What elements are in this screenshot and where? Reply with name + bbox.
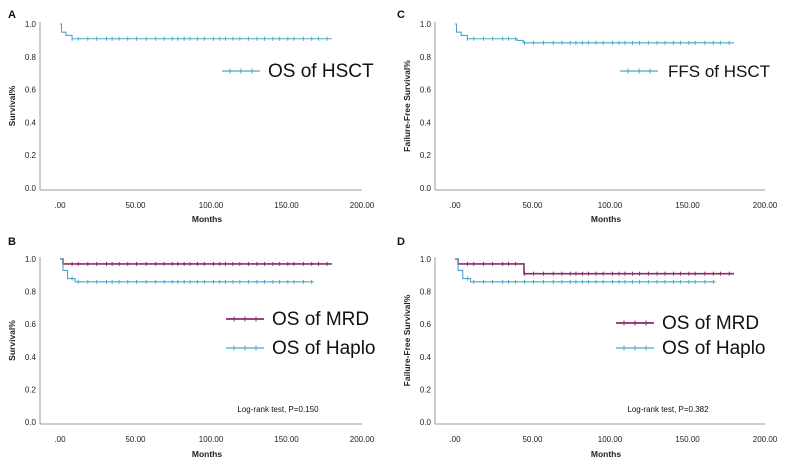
x-axis-title: Months <box>192 449 222 459</box>
x-tick-label: 200.00 <box>753 201 778 210</box>
x-tick-label: 100.00 <box>199 435 224 444</box>
legend-item: OS of HSCT <box>222 61 374 82</box>
x-tick-label: 100.00 <box>199 201 224 210</box>
y-axis-title: Failure-Free Survival% <box>402 294 412 386</box>
x-tick-label: 200.00 <box>350 201 375 210</box>
y-tick-label: 0.8 <box>420 288 432 297</box>
series-line-os-of-mrd <box>60 258 332 265</box>
y-tick-label: 0.8 <box>25 288 37 297</box>
y-tick-label: 0.6 <box>25 86 37 95</box>
y-tick-label: 0.4 <box>25 353 37 362</box>
legend-label: OS of Haplo <box>662 338 766 359</box>
legend-label: OS of MRD <box>272 309 369 330</box>
x-tick-label: 150.00 <box>675 435 700 444</box>
x-tick-label: 100.00 <box>598 201 623 210</box>
x-tick-label: 200.00 <box>753 435 778 444</box>
y-axis-title: Survival% <box>7 320 17 361</box>
y-tick-label: 1.0 <box>420 255 432 264</box>
y-tick-label: 1.0 <box>25 255 37 264</box>
x-tick-label: 150.00 <box>274 201 299 210</box>
legend-item: OS of Haplo <box>226 338 376 359</box>
y-tick-label: 0.0 <box>25 418 37 427</box>
y-tick-label: 1.0 <box>25 20 37 29</box>
y-tick-label: 0.6 <box>25 320 37 329</box>
legend-label: FFS of HSCT <box>668 62 770 81</box>
x-tick-label: 150.00 <box>274 435 299 444</box>
series-line-os-of-hsct <box>60 23 332 40</box>
y-tick-label: 0.4 <box>420 353 432 362</box>
x-tick-label: 200.00 <box>350 435 375 444</box>
series-line-os-of-mrd <box>455 258 734 275</box>
x-axis-title: Months <box>591 449 621 459</box>
x-tick-label: .00 <box>449 201 461 210</box>
x-tick-label: .00 <box>54 201 66 210</box>
y-tick-label: 0.8 <box>420 53 432 62</box>
y-tick-label: 0.2 <box>420 151 432 160</box>
panel-letter: B <box>8 236 16 248</box>
panel-letter: C <box>397 9 405 21</box>
x-tick-label: 50.00 <box>125 435 146 444</box>
x-tick-label: 50.00 <box>125 201 146 210</box>
panel-c: C 0.0 0.2 0.4 0.6 0.8 1.0 .00 50.00 100.00 150.00 2… <box>397 9 778 224</box>
y-tick-label: 0.6 <box>420 320 432 329</box>
panel-a: A 0.0 0.2 0.4 0.6 0.8 1.0 .00 50.00 100.00 150.00 2… <box>7 9 375 224</box>
x-axis-title: Months <box>591 214 621 224</box>
series-line-ffs-of-hsct <box>455 23 734 44</box>
y-tick-label: 0.8 <box>25 53 37 62</box>
legend-label: OS of MRD <box>662 313 759 334</box>
legend-label: OS of HSCT <box>268 61 374 82</box>
legend-item: OS of MRD <box>616 313 759 334</box>
y-axis-title: Survival% <box>7 85 17 126</box>
legend-item: OS of MRD <box>226 309 369 330</box>
panel-letter: A <box>8 9 16 21</box>
series-line-os-of-haplo <box>60 258 314 283</box>
y-tick-label: 0.4 <box>25 118 37 127</box>
y-tick-label: 0.6 <box>420 86 432 95</box>
y-tick-label: 0.2 <box>25 151 37 160</box>
x-axis-title: Months <box>192 214 222 224</box>
y-tick-label: 1.0 <box>420 20 432 29</box>
y-tick-label: 0.0 <box>25 184 37 193</box>
x-tick-label: 50.00 <box>522 201 543 210</box>
series-line-os-of-haplo <box>455 258 716 283</box>
panel-d: D 0.0 0.2 0.4 0.6 0.8 1.0 .00 50.00 100.00 150.00 2… <box>397 236 778 459</box>
panel-letter: D <box>397 236 405 248</box>
x-tick-label: .00 <box>54 435 66 444</box>
x-tick-label: 150.00 <box>675 201 700 210</box>
legend-item: FFS of HSCT <box>620 62 770 81</box>
log-rank-annotation: Log-rank test, P=0.382 <box>627 405 709 414</box>
panel-b: B 0.0 0.2 0.4 0.6 0.8 1.0 .00 50.00 100.00 150.00 2… <box>7 236 376 459</box>
y-tick-label: 0.2 <box>420 385 432 394</box>
log-rank-annotation: Log-rank test, P=0.150 <box>237 405 319 414</box>
x-tick-label: 100.00 <box>598 435 623 444</box>
x-tick-label: 50.00 <box>522 435 543 444</box>
x-tick-label: .00 <box>449 435 461 444</box>
legend-item: OS of Haplo <box>616 338 766 359</box>
y-tick-label: 0.4 <box>420 118 432 127</box>
y-tick-label: 0.0 <box>420 418 432 427</box>
y-tick-label: 0.2 <box>25 385 37 394</box>
y-tick-label: 0.0 <box>420 184 432 193</box>
y-axis-title: Failure-Free Survival% <box>402 60 412 152</box>
legend-label: OS of Haplo <box>272 338 376 359</box>
